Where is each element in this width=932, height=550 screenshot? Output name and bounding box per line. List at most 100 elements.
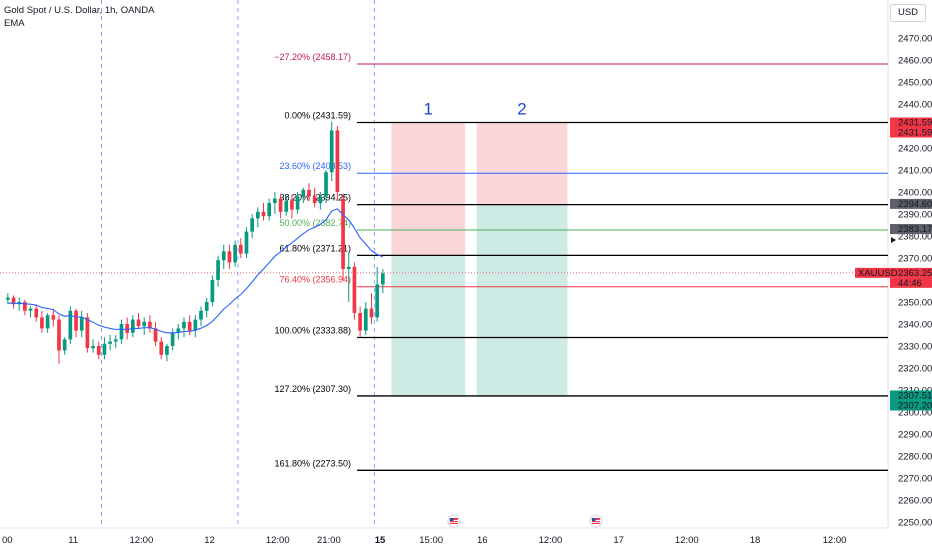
candle-body[interactable] — [45, 315, 50, 329]
candle-body[interactable] — [284, 200, 289, 212]
candle-body[interactable] — [113, 339, 118, 342]
candle-body[interactable] — [375, 284, 380, 318]
candle-body[interactable] — [159, 341, 164, 355]
candle-body[interactable] — [358, 313, 362, 331]
candle-body[interactable] — [233, 244, 237, 263]
candle-body[interactable] — [74, 310, 78, 331]
candle-body[interactable] — [352, 266, 357, 313]
price-tag[interactable] — [890, 198, 932, 209]
candle-body[interactable] — [341, 198, 345, 269]
risk-zone[interactable] — [476, 122, 568, 205]
candle-body[interactable] — [301, 189, 306, 197]
candle-body[interactable] — [34, 308, 39, 318]
candle-body[interactable] — [312, 196, 317, 203]
candle-body[interactable] — [369, 308, 374, 318]
candle-body[interactable] — [273, 198, 277, 203]
candle-body[interactable] — [335, 130, 340, 192]
reward-zone[interactable] — [476, 204, 568, 396]
price-tag-value: 2363.25 — [898, 268, 932, 279]
price-tick-label: 2420.00 — [898, 144, 932, 155]
candle-body[interactable] — [142, 321, 147, 327]
candle-body[interactable] — [148, 321, 152, 329]
candle-body[interactable] — [324, 172, 328, 197]
currency-button[interactable]: USD — [890, 4, 926, 22]
price-tag[interactable] — [890, 390, 932, 401]
candle-body[interactable] — [165, 346, 169, 355]
price-axis: 2250.00 2260.00 2270.00 2280.00 2290.00 2300.… — [898, 34, 932, 529]
candle-body[interactable] — [51, 315, 56, 320]
candle-body[interactable] — [193, 319, 198, 331]
candle-body[interactable] — [363, 308, 368, 331]
candle-body[interactable] — [108, 341, 112, 344]
candle-body[interactable] — [221, 251, 226, 261]
candle-body[interactable] — [187, 321, 192, 331]
price-tag[interactable] — [890, 400, 932, 411]
candle-body[interactable] — [346, 266, 351, 269]
candle-body[interactable] — [182, 321, 186, 329]
price-tag-value: 2383.17 — [898, 224, 932, 235]
price-tag[interactable] — [890, 277, 932, 288]
candle-body[interactable] — [62, 339, 67, 351]
price-tag[interactable] — [890, 224, 932, 235]
fib-level-label: 23.60% (2408.53) — [279, 161, 351, 171]
symbol-tag-label: XAUUSD — [858, 268, 898, 279]
reward-zone[interactable] — [391, 255, 466, 396]
price-tag-value: 2431.59 — [898, 118, 932, 129]
candle-body[interactable] — [227, 251, 232, 263]
candle-body[interactable] — [255, 211, 260, 219]
price-tick-label: 2370.00 — [898, 254, 932, 265]
candle-body[interactable] — [210, 280, 215, 302]
indicator-label[interactable]: EMA — [4, 18, 25, 29]
candle-body[interactable] — [91, 346, 95, 349]
candle-body[interactable] — [267, 203, 272, 217]
candle-body[interactable] — [119, 324, 124, 340]
price-tick-label: 2450.00 — [898, 78, 932, 89]
candle-body[interactable] — [261, 211, 266, 217]
candle-body[interactable] — [68, 310, 73, 340]
candle-body[interactable] — [307, 189, 311, 197]
price-tick-label: 2330.00 — [898, 342, 932, 353]
ema-line[interactable] — [7, 208, 384, 334]
candle-body[interactable] — [216, 260, 220, 280]
candle-body[interactable] — [96, 346, 101, 355]
candle-body[interactable] — [125, 324, 130, 333]
candle-body[interactable] — [295, 196, 300, 210]
symbol-title[interactable]: Gold Spot / U.S. Dollar, 1h, OANDA — [4, 5, 155, 16]
price-tick-label: 2390.00 — [898, 210, 932, 221]
candle-body[interactable] — [278, 198, 283, 212]
candle-body[interactable] — [130, 319, 135, 333]
candle-body[interactable] — [204, 302, 209, 311]
candle-body[interactable] — [57, 319, 61, 351]
candle-body[interactable] — [380, 273, 385, 285]
candle-body[interactable] — [102, 343, 107, 355]
candle-body[interactable] — [176, 328, 181, 333]
candle-body[interactable] — [318, 196, 323, 203]
price-tag[interactable] — [890, 127, 932, 138]
candle-body[interactable] — [85, 317, 90, 349]
candle-body[interactable] — [5, 297, 10, 300]
candle-body[interactable] — [136, 319, 141, 327]
candle-body[interactable] — [40, 317, 44, 329]
risk-zone[interactable] — [391, 122, 466, 256]
time-tick-label: 21:00 — [317, 535, 341, 546]
candle-body[interactable] — [238, 244, 243, 254]
candle-body[interactable] — [199, 310, 203, 320]
candle-body[interactable] — [170, 332, 175, 346]
time-axis: 00 11 12:00 12 12:00 21:00 15 15:00 16 12:00 17 12:… — [2, 535, 846, 546]
price-tick-label: 2410.00 — [898, 166, 932, 177]
candle-body[interactable] — [290, 200, 294, 210]
price-tag[interactable] — [890, 117, 932, 128]
candle-body[interactable] — [250, 218, 255, 232]
candle-body[interactable] — [329, 130, 334, 173]
symbol-tag[interactable] — [855, 267, 890, 278]
candle-body[interactable] — [23, 302, 27, 311]
candle-body[interactable] — [28, 308, 33, 311]
candle-body[interactable] — [153, 328, 158, 342]
price-tag[interactable] — [890, 267, 932, 278]
candle-body[interactable] — [11, 297, 16, 305]
candle-body[interactable] — [79, 317, 84, 331]
candle-body[interactable] — [244, 231, 249, 254]
